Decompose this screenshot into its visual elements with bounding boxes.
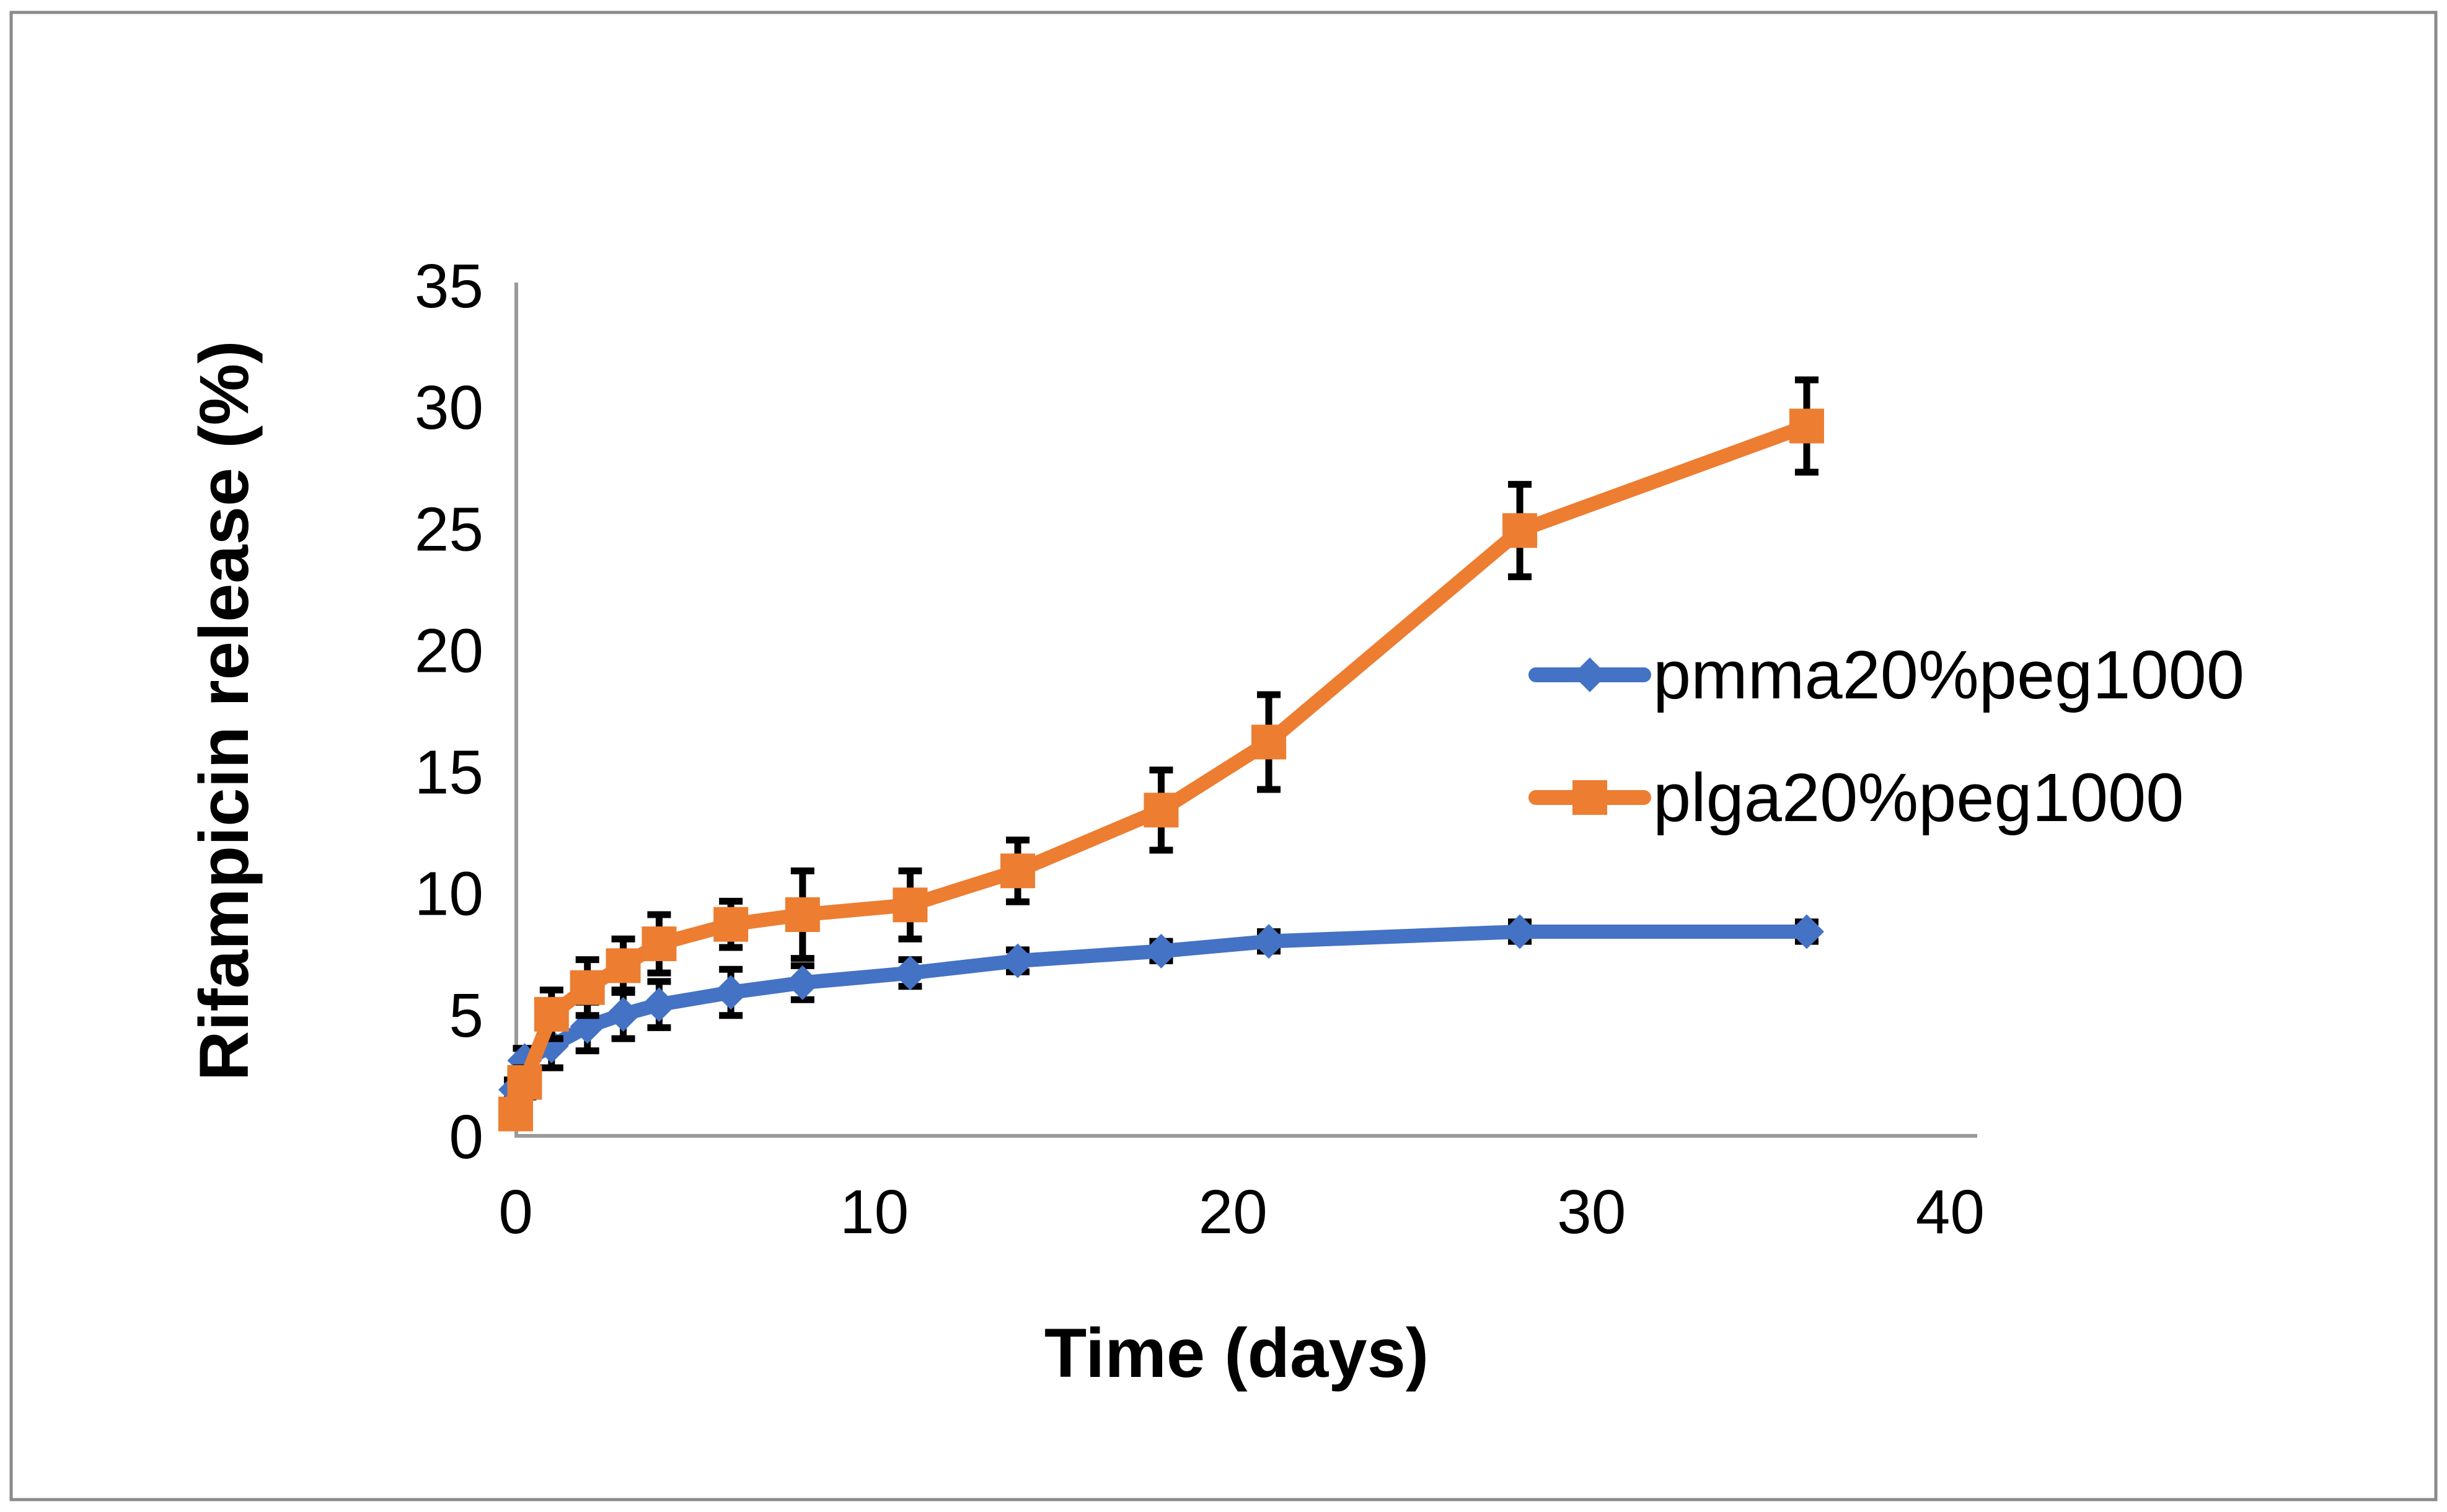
y-tick-label: 15 <box>415 738 483 807</box>
data-point-marker <box>642 926 677 962</box>
data-point-marker <box>1000 853 1036 889</box>
y-tick-label: 0 <box>449 1102 483 1172</box>
square-icon <box>1572 780 1607 815</box>
data-point-marker <box>1502 513 1538 548</box>
y-tick-label: 20 <box>415 616 483 685</box>
data-point-marker <box>606 948 641 983</box>
data-point-marker <box>1251 724 1287 760</box>
y-tick-label: 5 <box>449 981 483 1050</box>
data-point-marker <box>713 975 749 1010</box>
x-tick-label: 10 <box>840 1177 909 1247</box>
legend-item-1: plga20%peg1000 <box>1528 760 2184 836</box>
data-point-marker <box>1000 943 1036 978</box>
x-tick-label: 30 <box>1557 1177 1626 1247</box>
data-point-marker <box>534 996 569 1032</box>
x-tick-label: 20 <box>1199 1177 1268 1247</box>
y-tick-label: 25 <box>415 494 483 564</box>
data-point-marker <box>785 965 820 1000</box>
plot-area: 0 5 10 15 20 25 30 35 0 10 20 30 40 <box>415 252 1985 1247</box>
y-axis-title: Rifampicin release (%) <box>185 340 263 1081</box>
data-point-marker <box>507 1065 542 1100</box>
legend-label: pmma20%peg1000 <box>1653 637 2244 713</box>
y-tick-label: 30 <box>415 373 483 442</box>
legend: pmma20%peg1000 plga20%peg1000 <box>1528 637 2244 836</box>
data-point-marker <box>1251 924 1287 959</box>
data-point-marker <box>1144 933 1179 969</box>
data-point-marker <box>570 970 605 1005</box>
data-point-marker <box>642 987 677 1022</box>
data-point-marker <box>1502 914 1538 949</box>
data-point-marker <box>1144 793 1179 828</box>
data-point-marker <box>1789 408 1824 444</box>
diamond-icon <box>1572 657 1607 692</box>
data-point-marker <box>893 887 928 923</box>
series-1 <box>498 376 1824 1132</box>
series-0 <box>498 914 1824 1107</box>
data-point-marker <box>1789 914 1824 949</box>
data-point-marker <box>785 897 820 933</box>
data-point-marker <box>498 1096 533 1132</box>
y-tick-label: 35 <box>415 252 483 321</box>
legend-item-0: pmma20%peg1000 <box>1528 637 2244 713</box>
data-point-marker <box>606 996 641 1032</box>
x-tick-label: 40 <box>1916 1177 1985 1247</box>
x-axis-title: Time (days) <box>1044 1314 1429 1392</box>
legend-label: plga20%peg1000 <box>1653 760 2184 836</box>
x-tick-label: 0 <box>498 1177 533 1247</box>
figure-border <box>9 11 2438 1501</box>
data-point-marker <box>713 907 749 942</box>
data-point-marker <box>893 956 928 991</box>
y-tick-label: 10 <box>415 859 483 929</box>
